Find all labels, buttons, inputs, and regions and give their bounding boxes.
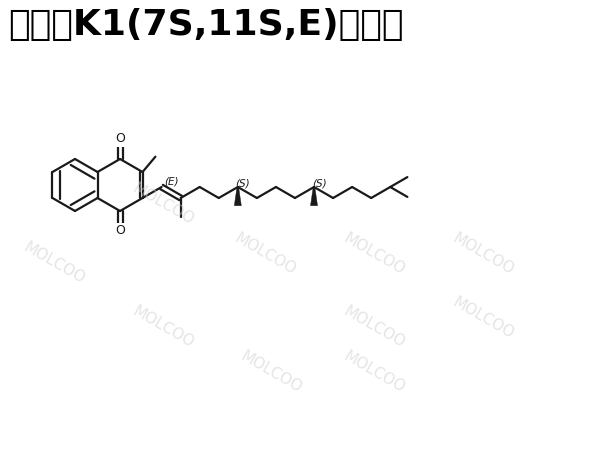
Text: O: O	[115, 224, 125, 237]
Text: MOLCOO: MOLCOO	[341, 231, 408, 278]
Text: MOLCOO: MOLCOO	[239, 349, 305, 396]
Text: MOLCOO: MOLCOO	[130, 303, 196, 350]
Text: MOLCOO: MOLCOO	[21, 240, 88, 287]
Text: 维生素K1(7S,11S,E)异构体: 维生素K1(7S,11S,E)异构体	[8, 8, 403, 42]
Text: MOLCOO: MOLCOO	[233, 231, 299, 278]
Text: O: O	[115, 133, 125, 145]
Text: MOLCOO: MOLCOO	[341, 349, 408, 396]
Text: MOLCOO: MOLCOO	[130, 181, 196, 228]
Text: (E): (E)	[164, 176, 178, 186]
Text: MOLCOO: MOLCOO	[341, 303, 408, 350]
Text: (S): (S)	[236, 178, 250, 188]
Polygon shape	[310, 187, 318, 206]
Text: (S): (S)	[312, 178, 326, 188]
Text: MOLCOO: MOLCOO	[450, 231, 516, 278]
Text: MOLCOO: MOLCOO	[450, 294, 516, 341]
Polygon shape	[234, 187, 242, 206]
